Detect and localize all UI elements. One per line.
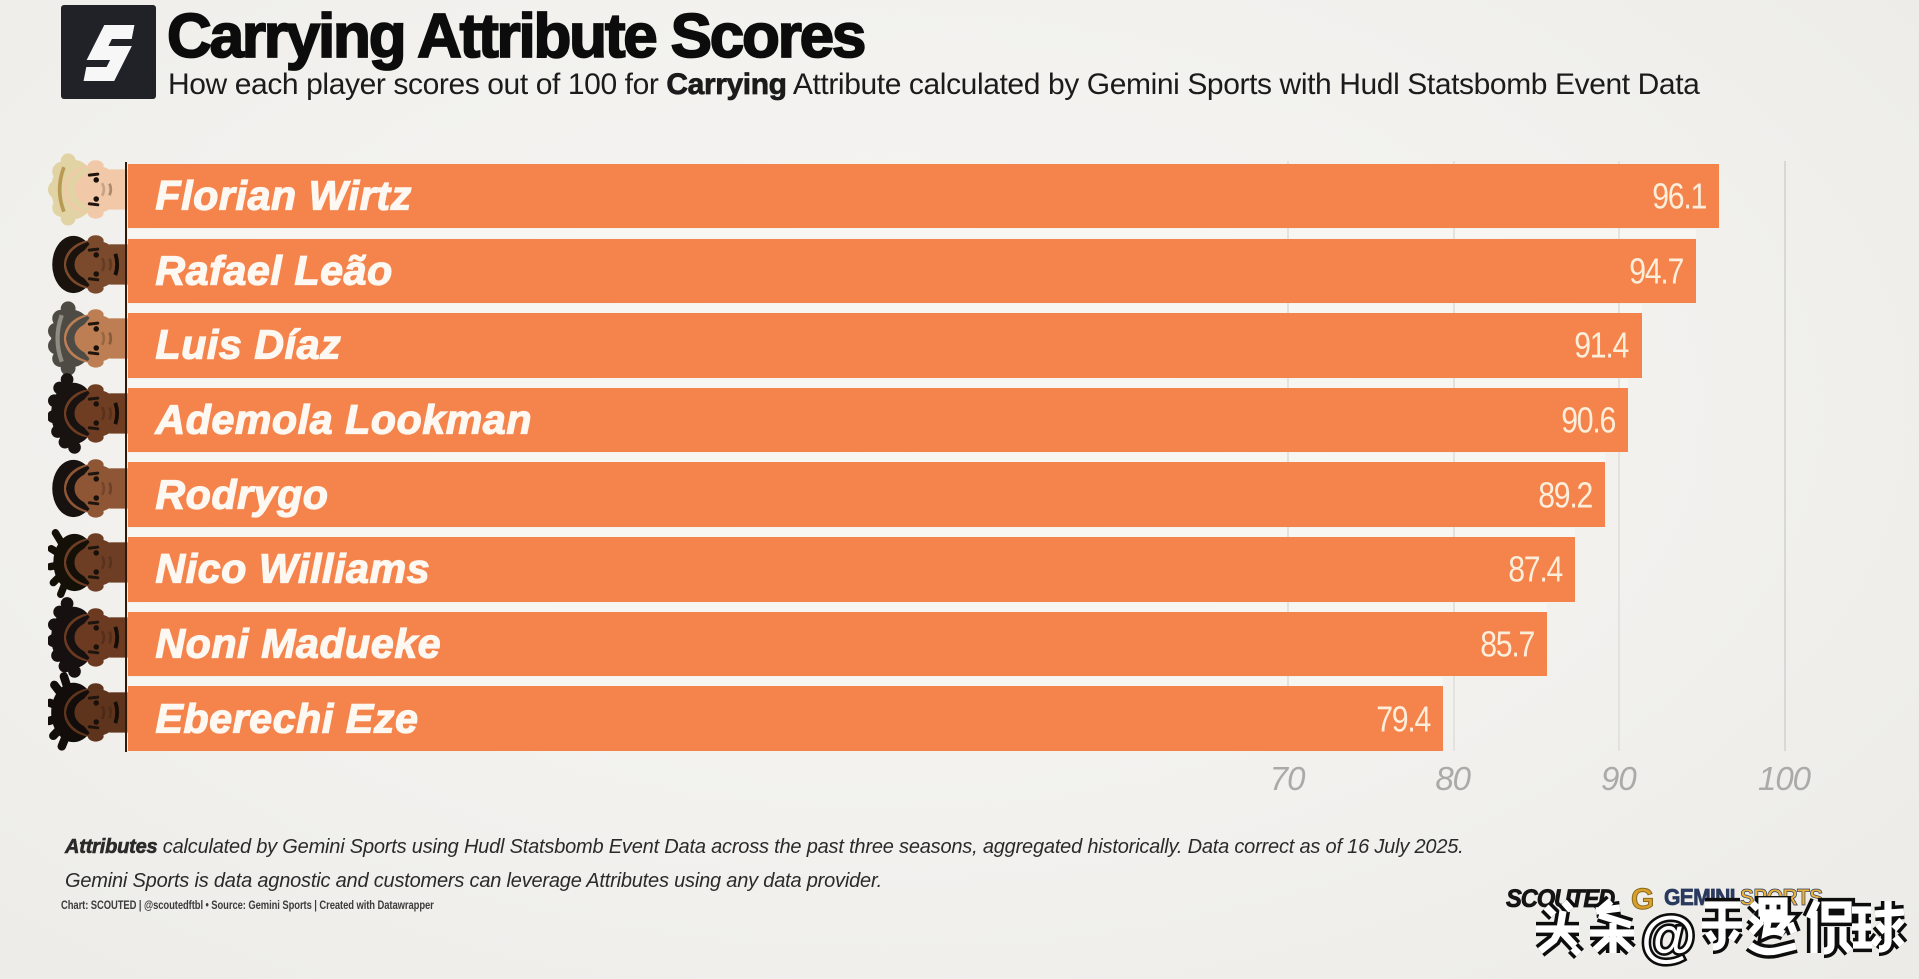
svg-text:@: @ <box>1641 904 1696 967</box>
